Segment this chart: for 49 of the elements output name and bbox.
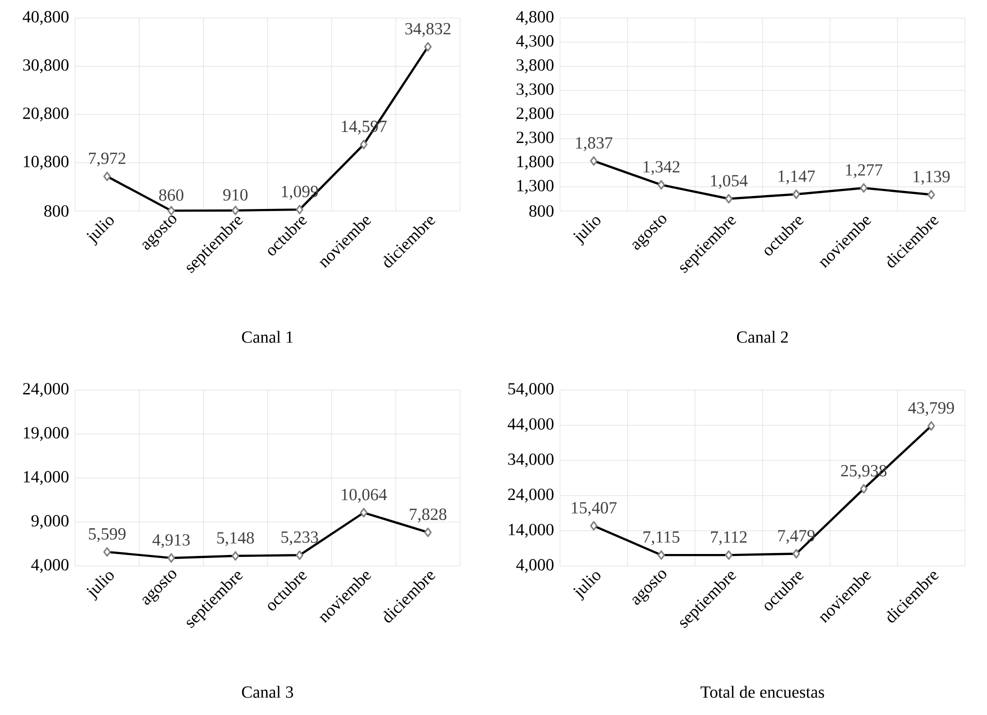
- y-tick-label: 14,000: [24, 471, 68, 485]
- data-label: 1,837: [576, 137, 612, 152]
- y-tick-label: 24,000: [508, 488, 554, 503]
- data-label: 1,342: [644, 161, 680, 175]
- data-label: 7,828: [410, 508, 446, 522]
- data-label: 5,148: [217, 532, 254, 546]
- text: Canal 3: [242, 686, 294, 698]
- y-tick-label: 34,000: [508, 453, 554, 468]
- y-tick-label: 40,800: [22, 11, 68, 25]
- data-label: 1,054: [711, 174, 748, 189]
- y-tick-label: 54,000: [508, 383, 554, 397]
- text: Total de encuestas: [700, 686, 824, 698]
- data-label: 7,972: [89, 152, 126, 167]
- y-tick-label: 20,800: [23, 108, 68, 122]
- y-tick-label: 2,300: [516, 132, 554, 146]
- data-label: 1,139: [914, 170, 950, 185]
- data-label: 15,407: [572, 502, 617, 516]
- data-label: 7,112: [711, 531, 747, 546]
- y-tick-label: 14,000: [508, 524, 554, 538]
- data-label: 1,147: [778, 170, 815, 184]
- y-tick-label: 1,300: [517, 180, 554, 194]
- y-tick-label: 4,800: [516, 11, 554, 25]
- y-tick-label: 3,300: [516, 83, 554, 98]
- data-label: 860: [159, 189, 184, 201]
- y-tick-label: 2,800: [516, 108, 554, 122]
- y-tick-label: 4,300: [516, 35, 554, 50]
- y-tick-label: 1,800: [517, 156, 554, 170]
- y-tick-label: 44,000: [508, 418, 554, 432]
- text: Canal 2: [736, 330, 788, 343]
- data-label: 10,064: [342, 488, 387, 503]
- data-label: 43,799: [908, 402, 954, 416]
- data-label: 1,277: [846, 164, 882, 178]
- y-tick-label: 24,000: [23, 383, 68, 397]
- y-tick-label: 4,000: [516, 559, 554, 573]
- data-label: 4,913: [152, 534, 190, 548]
- y-tick-label: 10,800: [24, 156, 68, 170]
- data-label: 5,599: [88, 528, 126, 542]
- data-label: 5,233: [281, 531, 318, 546]
- y-tick-label: 800: [44, 205, 68, 217]
- data-label: 910: [223, 189, 248, 201]
- y-tick-label: 9,000: [31, 515, 68, 529]
- text: Canal 1: [242, 330, 293, 343]
- y-tick-label: 800: [529, 205, 554, 217]
- data-label: 34,832: [405, 23, 450, 37]
- data-label: 7,115: [644, 531, 680, 546]
- y-tick-label: 3,800: [516, 59, 554, 74]
- y-tick-label: 30,800: [23, 59, 68, 74]
- y-tick-label: 4,000: [31, 559, 68, 573]
- y-tick-label: 19,000: [24, 427, 68, 441]
